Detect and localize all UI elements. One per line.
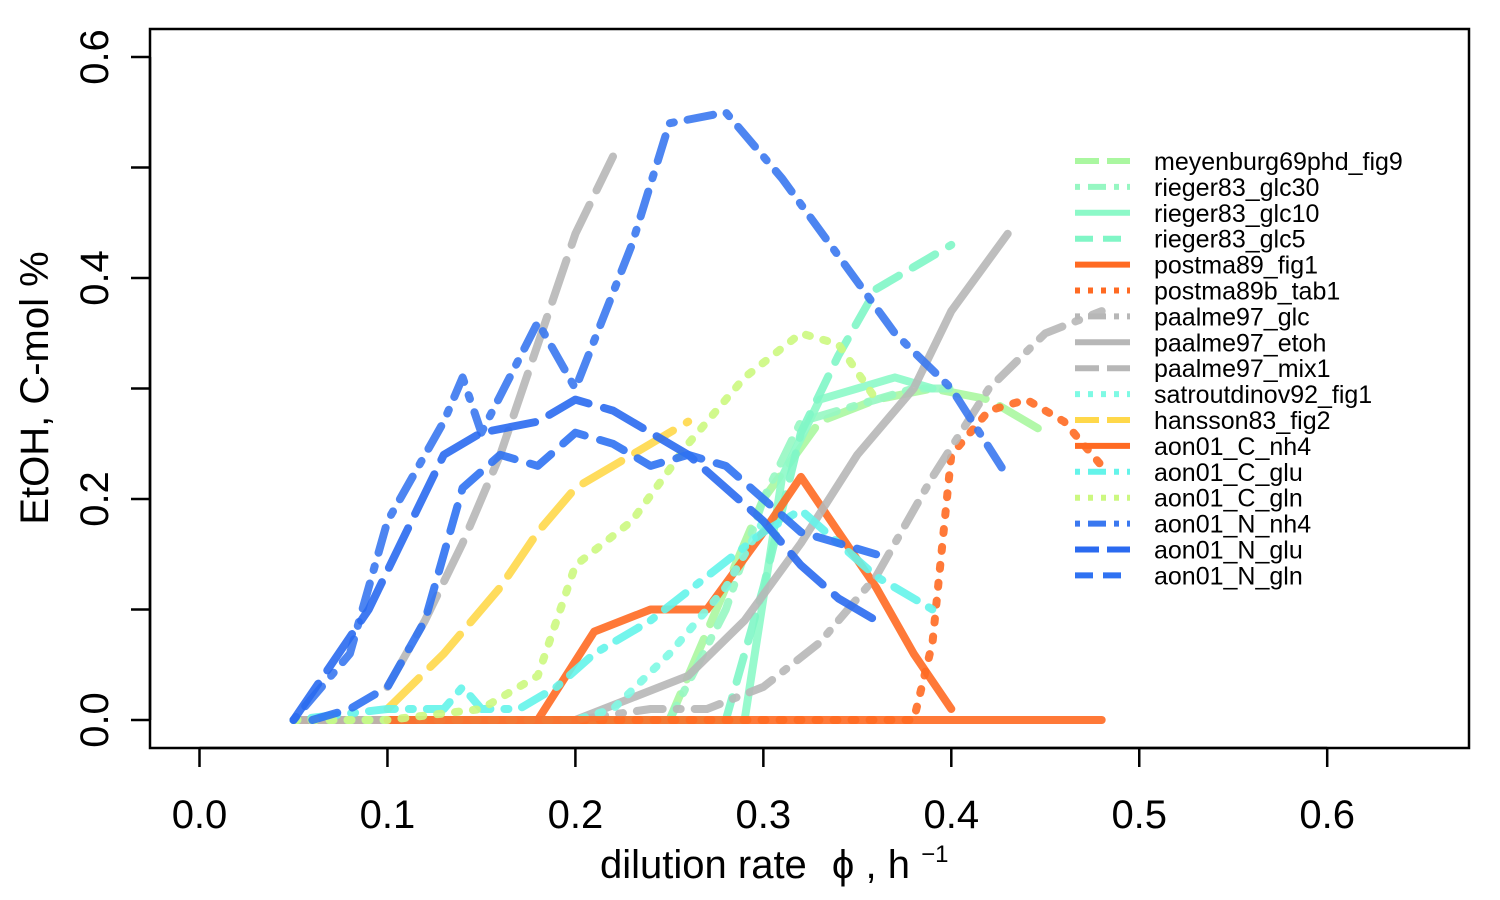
y-tick-label: 0.0	[73, 692, 117, 748]
y-axis: 0.0 0.2 0.4 0.6	[73, 29, 152, 748]
legend-label: postma89b_tab1	[1154, 278, 1340, 306]
x-axis: 0.0 0.1 0.2 0.3 0.4 0.5 0.6	[172, 746, 1355, 837]
x-axis-label-symbol: ϕ	[832, 843, 854, 887]
legend-label: satroutdinov92_fig1	[1154, 381, 1372, 409]
x-axis-label-unit: h	[888, 843, 910, 887]
legend: meyenburg69phd_fig9rieger83_glc30rieger8…	[1075, 148, 1403, 590]
x-tick-label: 0.4	[923, 793, 979, 837]
series-layer	[289, 108, 1106, 724]
series-line-meyenburg69phd_fig9	[289, 384, 1050, 724]
x-tick-label: 0.3	[736, 793, 792, 837]
series-line-rieger83_glc5	[383, 240, 956, 724]
x-tick-label: 0.1	[360, 793, 416, 837]
series-line-paalme97_mix1	[383, 152, 617, 691]
legend-label: rieger83_glc10	[1154, 200, 1319, 228]
legend-label: aon01_N_gln	[1154, 562, 1303, 590]
legend-label: paalme97_mix1	[1154, 355, 1331, 383]
x-axis-label: dilution rate ϕ , h −1	[600, 841, 948, 887]
x-tick-label: 0.2	[548, 793, 604, 837]
legend-label: hansson83_fig2	[1154, 407, 1331, 435]
x-axis-label-comma: ,	[865, 843, 887, 887]
legend-label: aon01_N_glu	[1154, 537, 1303, 565]
series-line-hansson83_fig2	[383, 417, 693, 713]
legend-label: rieger83_glc30	[1154, 174, 1319, 202]
series-line-aon01_N_gln	[308, 428, 881, 724]
y-tick-label: 0.6	[73, 29, 117, 85]
series-line-aon01_C_glu	[289, 506, 937, 724]
legend-label: paalme97_glc	[1154, 303, 1310, 331]
y-tick-label: 0.4	[73, 250, 117, 306]
legend-label: aon01_C_glu	[1154, 459, 1303, 487]
legend-label: aon01_C_nh4	[1154, 433, 1311, 461]
legend-label: paalme97_etoh	[1154, 329, 1326, 357]
legend-label: postma89_fig1	[1154, 252, 1318, 280]
legend-label: rieger83_glc5	[1154, 226, 1306, 254]
legend-label: aon01_N_nh4	[1154, 511, 1311, 539]
y-tick-label: 0.2	[73, 471, 117, 527]
y-axis-label: EtOH, C-mol %	[13, 251, 57, 524]
series-line-aon01_N_glu	[289, 395, 881, 724]
x-tick-label: 0.5	[1111, 793, 1167, 837]
series-line-aon01_N_nh4	[289, 108, 1012, 724]
series-line-paalme97_etoh	[289, 229, 1012, 724]
legend-label: aon01_C_gln	[1154, 485, 1303, 513]
series-line-aon01_C_gln	[289, 329, 881, 724]
legend-label: meyenburg69phd_fig9	[1154, 148, 1403, 176]
x-tick-label: 0.0	[172, 793, 228, 837]
x-tick-label: 0.6	[1299, 793, 1355, 837]
x-axis-label-text: dilution rate	[600, 843, 807, 887]
x-axis-label-unit-exp: −1	[921, 841, 948, 868]
